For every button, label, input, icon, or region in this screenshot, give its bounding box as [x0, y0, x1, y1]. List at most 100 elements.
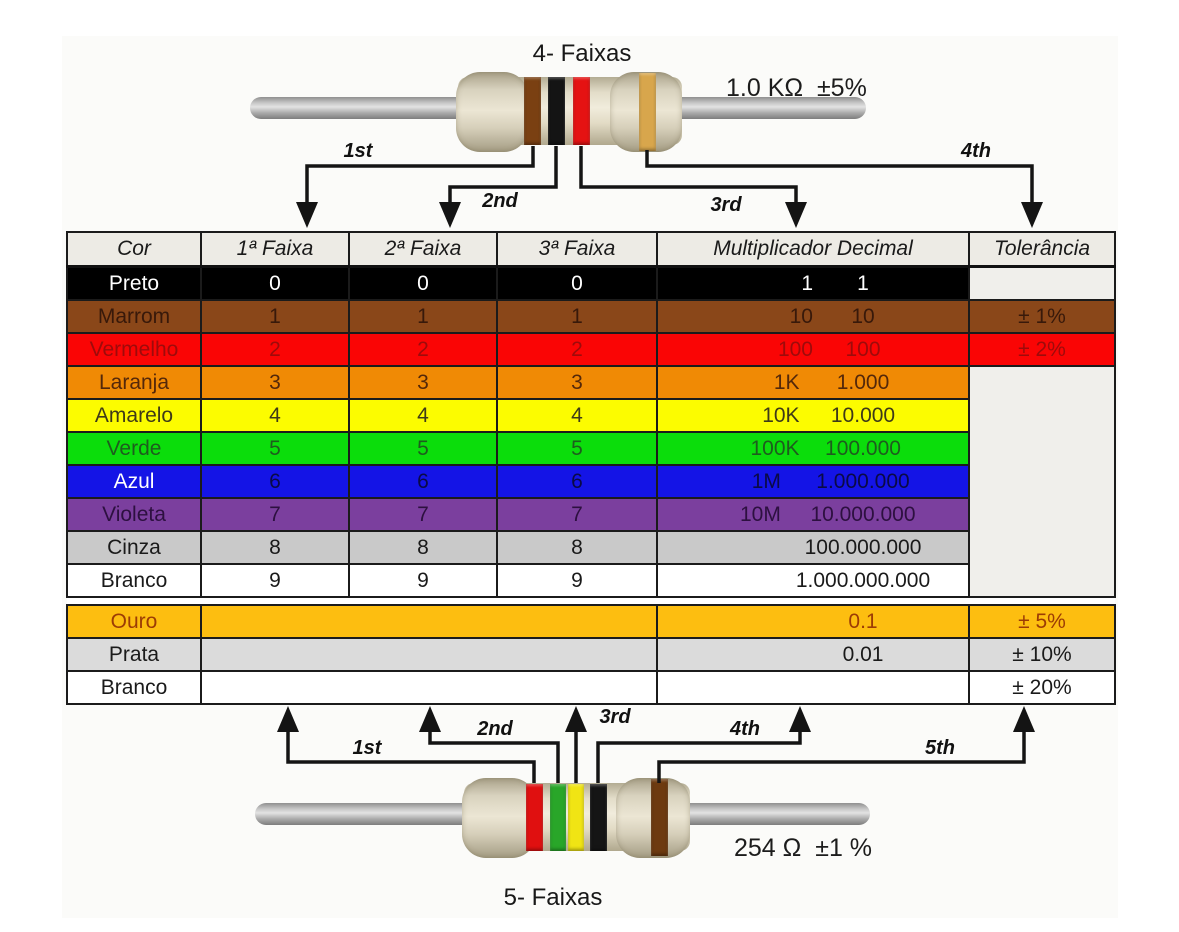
- table-row: Amarelo 4 4 4 10K 10.000: [66, 398, 1115, 433]
- table-row: Branco ± 20%: [66, 670, 1116, 705]
- brown-band: [651, 779, 668, 856]
- multiplicador-cell: 10 10: [656, 299, 970, 334]
- color-name-cell: Violeta: [66, 497, 202, 532]
- header-faixa-1: 1ª Faixa: [200, 231, 350, 268]
- color-name-cell: Laranja: [66, 365, 202, 400]
- faixa3-cell: 8: [496, 530, 658, 565]
- faixa3-cell: 9: [496, 563, 658, 598]
- mult-value: 1.000: [836, 371, 890, 394]
- tolerancia-cell: ± 5%: [968, 604, 1116, 639]
- mult-prefix: 1K: [773, 371, 800, 394]
- arrow-label-top-2nd: 2nd: [482, 190, 518, 212]
- table-row: Azul 6 6 6 1M 1.000.000: [66, 464, 1115, 499]
- header-faixa-2: 2ª Faixa: [348, 231, 498, 268]
- mult-value: 100: [845, 338, 881, 361]
- mult-prefix: 10: [789, 305, 813, 328]
- table-row: Branco 9 9 9 1.000.000.000: [66, 563, 1115, 598]
- red-band: [573, 77, 590, 145]
- header-multiplicador: Multiplicador Decimal: [656, 231, 970, 268]
- multiplicador-cell: 10M 10.000.000: [656, 497, 970, 532]
- table-row: Verde 5 5 5 100K 100.000: [66, 431, 1115, 466]
- tolerancia-cell: [968, 265, 1116, 301]
- color-name-cell: Prata: [66, 637, 202, 672]
- mult-value: 1: [857, 272, 869, 295]
- table-gap-cell: [67, 597, 1115, 605]
- header-tolerancia: Tolerância: [968, 231, 1116, 268]
- resistor-cap-left: [462, 778, 536, 858]
- mult-prefix: 1: [801, 272, 813, 295]
- faixa1-cell: 7: [200, 497, 350, 532]
- faixa1-cell: 0: [200, 265, 350, 301]
- header-cor: Cor: [66, 231, 202, 268]
- faixa2-cell: 7: [348, 497, 498, 532]
- table-row: Cinza 8 8 8 100.000.000: [66, 530, 1115, 565]
- resistor-lead-left: [255, 803, 470, 825]
- arrow-label-top-1st: 1st: [343, 140, 373, 162]
- faixa2-cell: 3: [348, 365, 498, 400]
- mult-prefix: 10K: [762, 404, 800, 427]
- mult-prefix: 10M: [740, 503, 781, 526]
- mult-prefix: 1M: [751, 470, 781, 493]
- black-band: [548, 77, 565, 145]
- brown-band: [524, 77, 541, 145]
- mult-value: 0.01: [842, 643, 884, 666]
- arrow-label-bottom-1st: 1st: [352, 737, 382, 759]
- faixa3-cell: 4: [496, 398, 658, 433]
- faixa3-cell: 1: [496, 299, 658, 334]
- faixa3-cell: 7: [496, 497, 658, 532]
- color-name-cell: Vermelho: [66, 332, 202, 367]
- arrow-label-bottom-3rd: 3rd: [599, 706, 631, 728]
- table-row: Prata 0.01 ± 10%: [66, 637, 1116, 672]
- color-name-cell: Branco: [66, 670, 202, 705]
- multiplicador-cell: 100 100: [656, 332, 970, 367]
- color-name-cell: Amarelo: [66, 398, 202, 433]
- faixa1-cell: 5: [200, 431, 350, 466]
- resistor-lead-right: [676, 97, 866, 119]
- resistor-lead-right: [682, 803, 870, 825]
- green-band: [550, 784, 566, 851]
- faixa1-cell: 2: [200, 332, 350, 367]
- multiplicador-cell: 100K 100.000: [656, 431, 970, 466]
- faixa-merged-cell: [200, 637, 658, 672]
- mult-prefix: 100: [777, 338, 813, 361]
- black-band: [590, 784, 607, 851]
- four-band-value: 1.0 KΩ ±5%: [726, 74, 867, 102]
- tolerancia-merged-cell: [968, 365, 1116, 598]
- faixa3-cell: 2: [496, 332, 658, 367]
- faixa3-cell: 0: [496, 265, 658, 301]
- faixa1-cell: 9: [200, 563, 350, 598]
- arrow-label-bottom-5th: 5th: [925, 737, 955, 759]
- faixa2-cell: 9: [348, 563, 498, 598]
- arrow-label-top-3rd: 3rd: [710, 194, 742, 216]
- five-band-title: 5- Faixas: [503, 884, 603, 911]
- faixa3-cell: 3: [496, 365, 658, 400]
- arrow-label-top-4th: 4th: [961, 140, 991, 162]
- color-name-cell: Verde: [66, 431, 202, 466]
- faixa3-cell: 5: [496, 431, 658, 466]
- gold-band: [639, 73, 656, 151]
- tolerancia-cell: ± 20%: [968, 670, 1116, 705]
- tolerancia-cell: ± 10%: [968, 637, 1116, 672]
- mult-value: 1.000.000: [816, 470, 910, 493]
- table-row: Ouro 0.1 ± 5%: [66, 604, 1116, 639]
- mult-value: 10.000.000: [810, 503, 916, 526]
- faixa2-cell: 2: [348, 332, 498, 367]
- table-row: Preto 0 0 0 1 1: [66, 265, 1116, 301]
- color-name-cell: Branco: [66, 563, 202, 598]
- mult-value: 10.000: [830, 404, 896, 427]
- faixa1-cell: 3: [200, 365, 350, 400]
- arrow-label-bottom-4th: 4th: [730, 718, 760, 740]
- mult-prefix: 100K: [750, 437, 800, 460]
- faixa2-cell: 5: [348, 431, 498, 466]
- table-header-row: Cor 1ª Faixa 2ª Faixa 3ª Faixa Multiplic…: [66, 231, 1116, 268]
- faixa3-cell: 6: [496, 464, 658, 499]
- tolerancia-cell: ± 1%: [968, 299, 1116, 334]
- multiplicador-cell: 100.000.000: [656, 530, 970, 565]
- mult-value: 100.000: [825, 437, 901, 460]
- four-band-title: 4- Faixas: [532, 40, 632, 67]
- mult-value: 10: [851, 305, 875, 328]
- multiplicador-cell: 1.000.000.000: [656, 563, 970, 598]
- faixa1-cell: 1: [200, 299, 350, 334]
- multiplicador-cell: 0.01: [656, 637, 970, 672]
